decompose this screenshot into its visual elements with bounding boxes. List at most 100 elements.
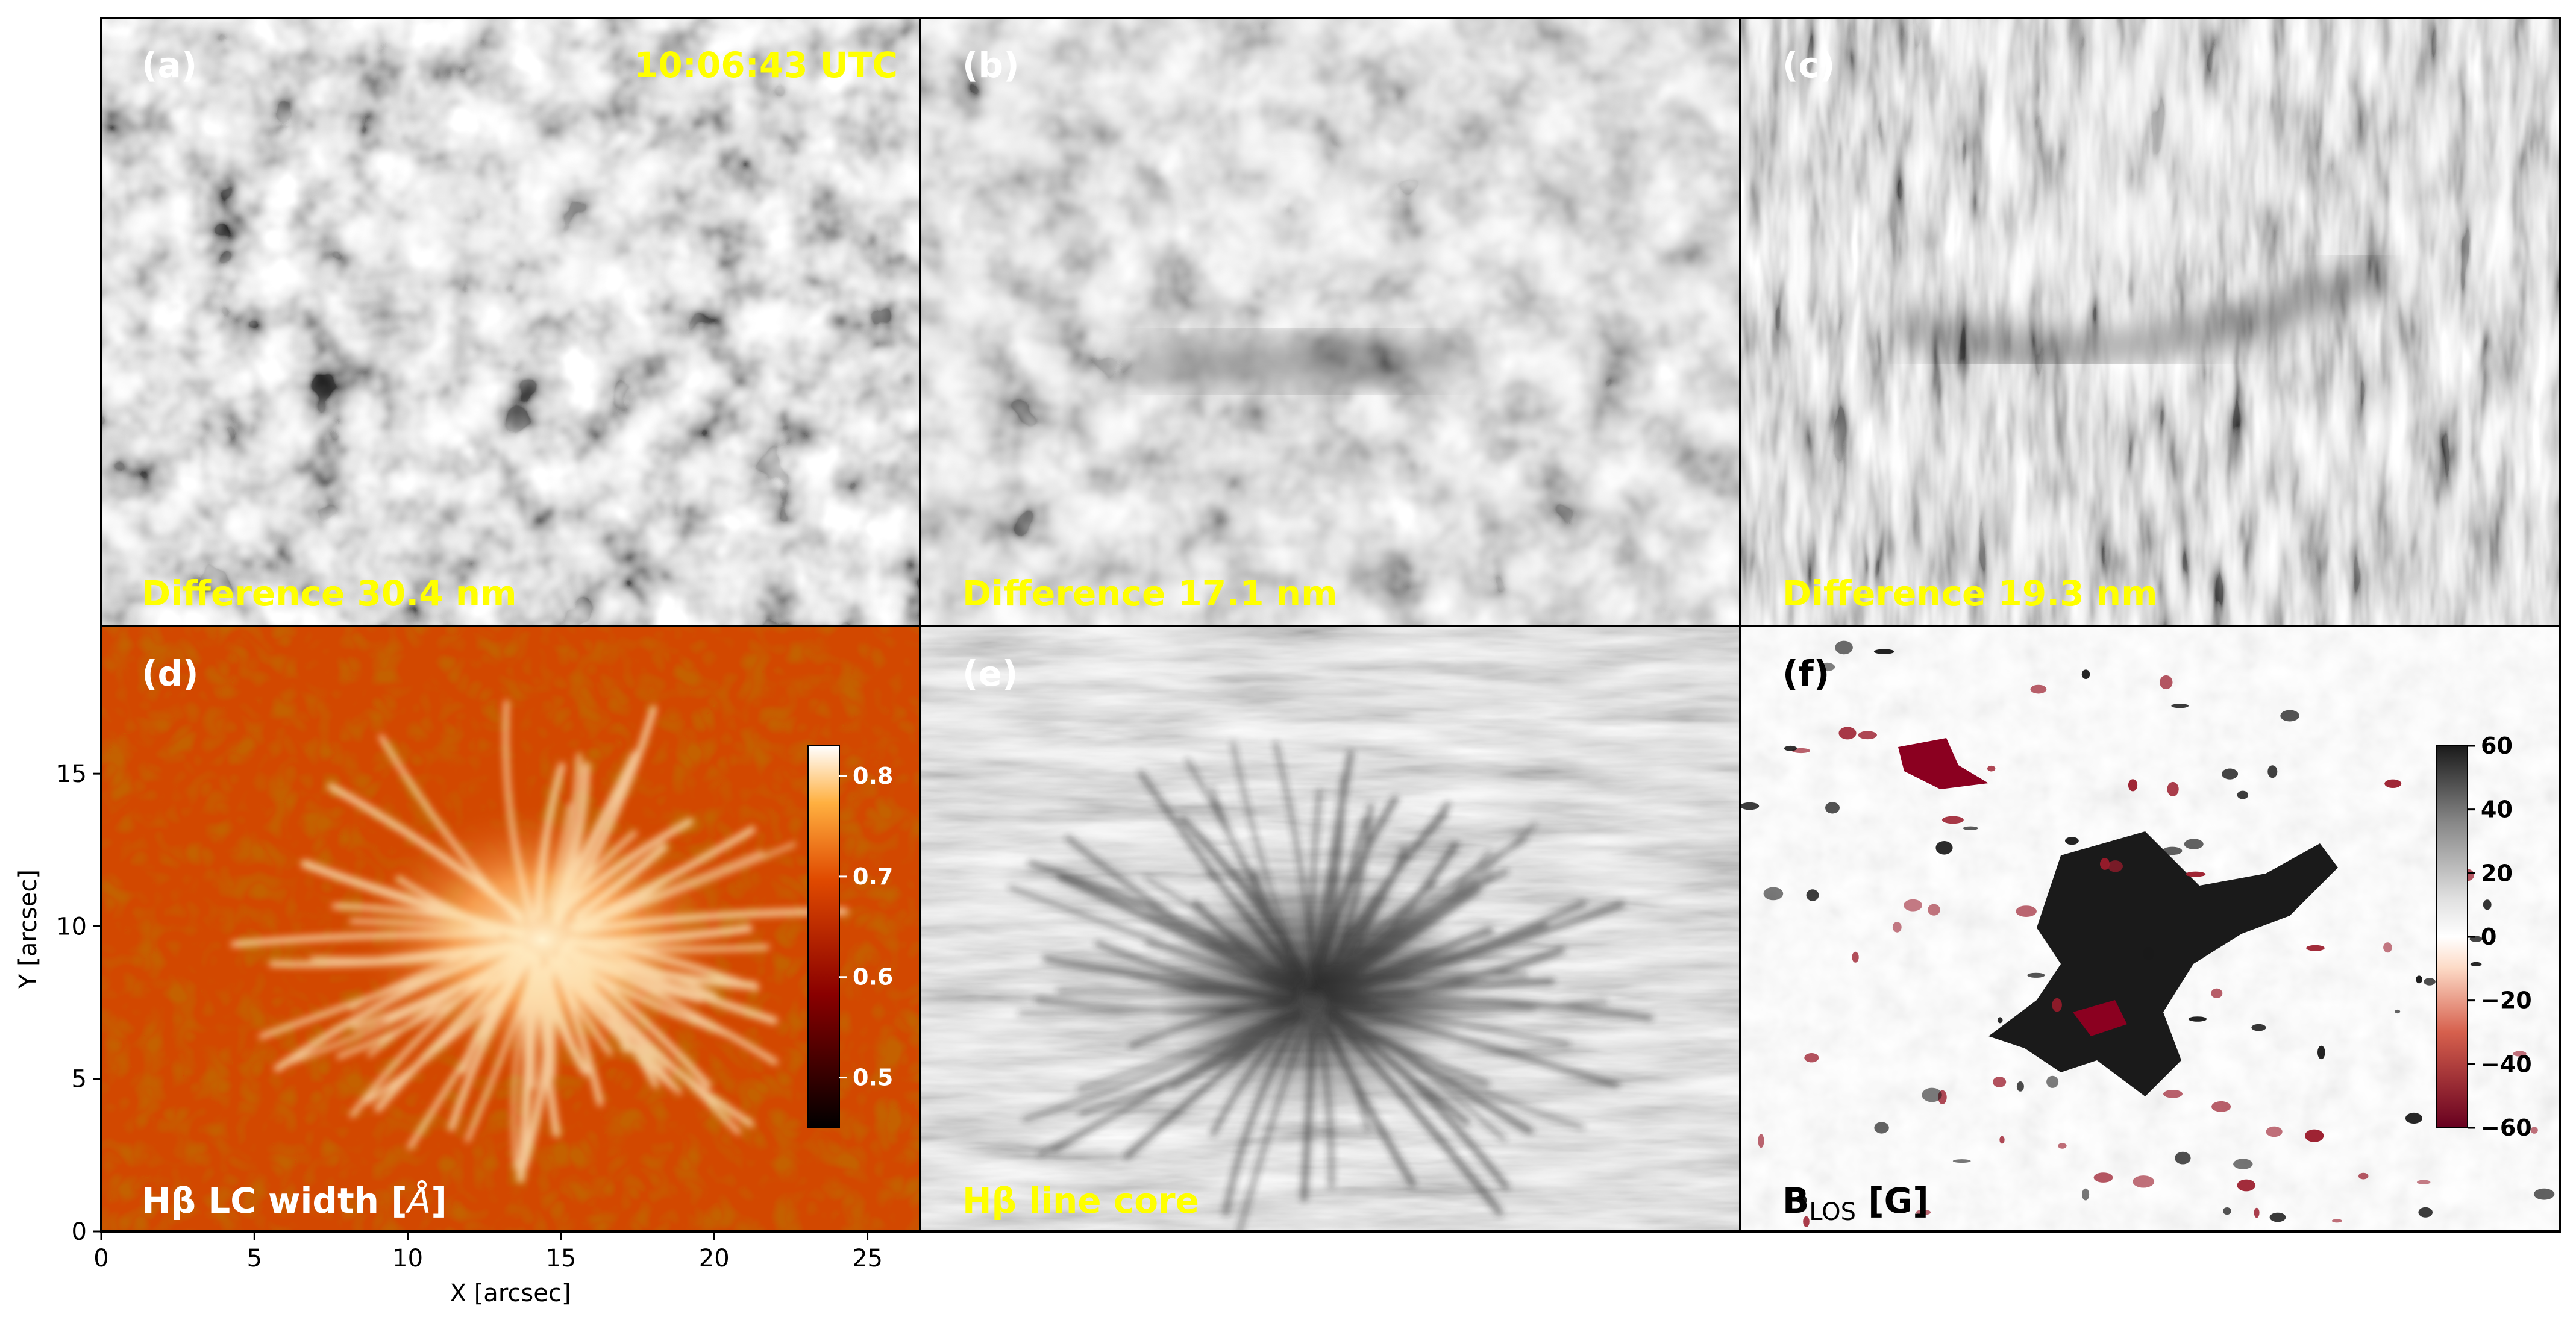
field-speck (2108, 860, 2123, 872)
field-speck (2211, 988, 2223, 998)
field-speck (2211, 1101, 2231, 1112)
field-speck (2100, 858, 2110, 870)
field-speck (1806, 889, 1819, 901)
x-tick-label: 20 (699, 1245, 730, 1272)
fibril (1328, 922, 1547, 998)
fibril (301, 859, 525, 939)
field-speck (2424, 978, 2436, 986)
field-speck (2160, 675, 2173, 690)
field-speck (1874, 1122, 1889, 1134)
field-speck (2186, 871, 2206, 877)
fibril (573, 959, 712, 1089)
panel-f-colorbar-bar (2436, 745, 2468, 1128)
panel-c-bright-region (2067, 18, 2199, 259)
panel-b-letter: (b) (962, 45, 1020, 86)
fibril (1338, 946, 1565, 1005)
fibril (230, 931, 502, 948)
field-speck (1874, 649, 1894, 654)
fibril (554, 762, 591, 919)
field-speck (2082, 1188, 2090, 1201)
panel-b-dark-arc (1115, 337, 1476, 386)
field-speck (1758, 1134, 1764, 1148)
fibril (1315, 1012, 1334, 1189)
colorbar-tick-label: 0.8 (853, 763, 893, 789)
fibril (459, 948, 533, 1074)
fibril (537, 971, 560, 1137)
fibril (1329, 837, 1528, 980)
x-tick-label: 25 (852, 1245, 883, 1272)
fibril (1321, 883, 1437, 986)
field-speck (2317, 1045, 2325, 1060)
fibril (578, 951, 778, 1025)
field-speck (2222, 768, 2239, 780)
fibril (1327, 1013, 1503, 1216)
panel-c-label: Difference 19.3 nm (1782, 573, 2158, 614)
panel-b-label: Difference 17.1 nm (962, 573, 1338, 614)
fibril (1324, 803, 1373, 984)
field-speck (2269, 1212, 2286, 1222)
axes: 0 5 10 15 20 25 0 5 10 15 (56, 760, 883, 1272)
field-speck (1784, 745, 1797, 751)
field-speck (1852, 951, 1859, 963)
x-tick-label: 0 (93, 1245, 108, 1272)
fibril (1327, 880, 1478, 984)
field-speck (2251, 1024, 2266, 1031)
colorbar-tick-label: 0.5 (853, 1065, 893, 1091)
panel-d-label: Hβ LC width [Å] (142, 1180, 447, 1221)
panel-d: (d) Hβ LC width [Å] (101, 627, 920, 1231)
x-tick-label: 10 (392, 1245, 423, 1272)
field-speck (1999, 1136, 2005, 1144)
field-speck (1941, 816, 1964, 824)
fibril (1309, 789, 1322, 975)
fibril (374, 965, 515, 1112)
fibril (1336, 930, 1495, 989)
field-speck (2254, 1207, 2260, 1218)
fibril (1129, 998, 1295, 1048)
field-speck (2175, 1151, 2191, 1165)
field-speck (1825, 802, 1840, 814)
fibril (259, 943, 526, 1039)
field-speck (2237, 1179, 2256, 1192)
fibril (1042, 955, 1300, 1002)
field-speck (2306, 945, 2325, 951)
field-speck (2128, 779, 2138, 792)
fibril (1333, 1012, 1490, 1086)
fibril (1206, 870, 1305, 985)
colorbar-tick-label: −60 (2481, 1115, 2532, 1141)
field-speck (1993, 1077, 2007, 1087)
panel-e: (e) Hβ line core (921, 627, 1740, 1231)
panel-f-red-field-patch-2 (1898, 738, 1988, 789)
panel-c: (c) Difference 19.3 nm (1741, 18, 2560, 625)
panel-a-letter: (a) (142, 45, 197, 86)
panel-b: (b) Difference 17.1 nm (921, 18, 1740, 625)
fibril (378, 734, 524, 925)
field-speck (2016, 905, 2037, 917)
panel-f-red-field-patch (2073, 1000, 2127, 1036)
fibril (1008, 886, 1285, 991)
colorbar-tick-label: 60 (2481, 733, 2513, 759)
field-speck (1904, 899, 1923, 912)
field-speck (1997, 1017, 2003, 1024)
field-speck (1963, 826, 1978, 831)
field-speck (2188, 1016, 2207, 1022)
field-speck (1803, 1216, 1810, 1227)
fibril (554, 753, 582, 907)
fibril (1312, 750, 1354, 981)
panel-d-letter: (d) (142, 653, 199, 694)
panel-e-letter: (e) (962, 653, 1018, 694)
panel-a-timestamp: 10:06:43 UTC (634, 45, 898, 86)
y-tick-label: 10 (56, 913, 87, 940)
panel-a-label: Difference 30.4 nm (142, 573, 517, 614)
field-speck (2163, 1090, 2183, 1098)
fibril (573, 843, 668, 921)
field-speck (2533, 1188, 2555, 1200)
panel-f-letter: (f) (1782, 653, 1829, 694)
fibril (367, 946, 526, 1057)
field-speck (2383, 942, 2392, 953)
field-speck (1952, 1159, 1971, 1163)
field-speck (2395, 1009, 2401, 1014)
field-speck (2133, 1175, 2155, 1188)
field-speck (2305, 1129, 2324, 1142)
fibril (548, 956, 613, 1055)
